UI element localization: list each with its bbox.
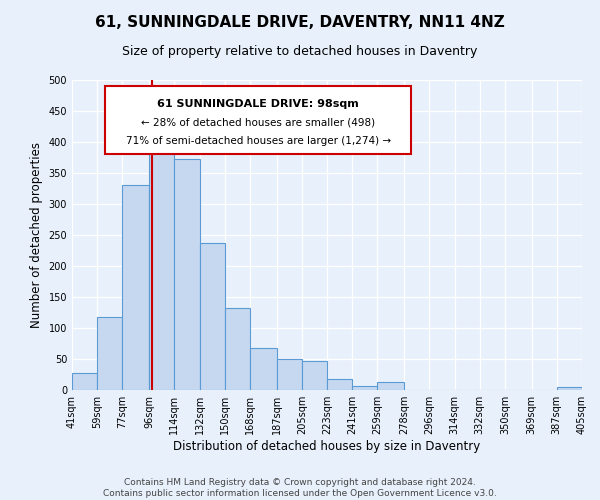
Bar (352, 386, 377, 390)
Bar (557, 387, 582, 390)
X-axis label: Distribution of detached houses by size in Daventry: Distribution of detached houses by size … (173, 440, 481, 453)
Bar (277, 359, 302, 390)
Bar (327, 379, 352, 390)
Bar (174, 158, 200, 390)
Text: 71% of semi-detached houses are larger (1,274) →: 71% of semi-detached houses are larger (… (125, 136, 391, 146)
Text: Contains HM Land Registry data © Crown copyright and database right 2024.
Contai: Contains HM Land Registry data © Crown c… (103, 478, 497, 498)
Bar (199, 243, 225, 390)
Bar (149, 150, 174, 390)
Bar (225, 308, 250, 390)
Bar (122, 186, 149, 390)
Text: ← 28% of detached houses are smaller (498): ← 28% of detached houses are smaller (49… (141, 117, 375, 127)
Bar (97, 318, 122, 390)
FancyBboxPatch shape (105, 86, 411, 154)
Text: 61 SUNNINGDALE DRIVE: 98sqm: 61 SUNNINGDALE DRIVE: 98sqm (157, 98, 359, 108)
Bar (250, 348, 277, 390)
Y-axis label: Number of detached properties: Number of detached properties (30, 142, 43, 328)
Text: Size of property relative to detached houses in Daventry: Size of property relative to detached ho… (122, 45, 478, 58)
Bar (377, 382, 404, 390)
Bar (72, 372, 97, 390)
Bar (302, 362, 327, 390)
Text: 61, SUNNINGDALE DRIVE, DAVENTRY, NN11 4NZ: 61, SUNNINGDALE DRIVE, DAVENTRY, NN11 4N… (95, 15, 505, 30)
